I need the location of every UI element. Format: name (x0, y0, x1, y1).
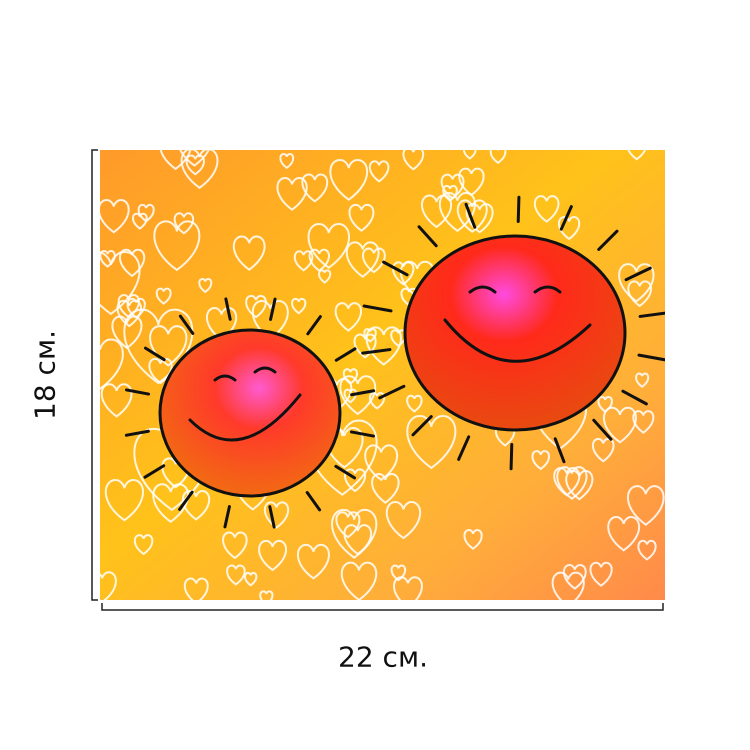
ray (306, 315, 322, 336)
ray (143, 464, 166, 479)
ray (224, 297, 232, 321)
ray (143, 346, 166, 362)
ray (362, 304, 393, 313)
ray (269, 297, 277, 321)
dimension-lines (91, 149, 664, 611)
sun-right (361, 195, 665, 471)
ray (125, 388, 151, 396)
ray (516, 195, 521, 223)
ray (411, 415, 433, 437)
width-label: 22 см. (338, 640, 428, 674)
ray (382, 260, 409, 277)
ray (378, 384, 406, 400)
ray (305, 491, 322, 512)
ray (223, 505, 231, 529)
ray (553, 437, 566, 464)
ray (124, 429, 150, 437)
ray (334, 464, 357, 480)
height-label: 18 см. (28, 330, 62, 420)
ray (350, 389, 376, 397)
ray (637, 353, 665, 362)
ray (178, 314, 195, 335)
ray (268, 505, 276, 529)
ray (464, 202, 477, 229)
ray (621, 389, 648, 406)
ray (638, 311, 665, 318)
ray (334, 347, 357, 362)
ray (417, 225, 438, 248)
ray (592, 418, 613, 441)
ray (509, 443, 514, 471)
ray (624, 266, 652, 282)
ray (178, 490, 194, 511)
ray (457, 435, 471, 461)
ray (559, 205, 573, 231)
ray (597, 229, 619, 251)
ray (361, 348, 392, 355)
ray (349, 430, 375, 438)
sun-left (124, 297, 376, 529)
